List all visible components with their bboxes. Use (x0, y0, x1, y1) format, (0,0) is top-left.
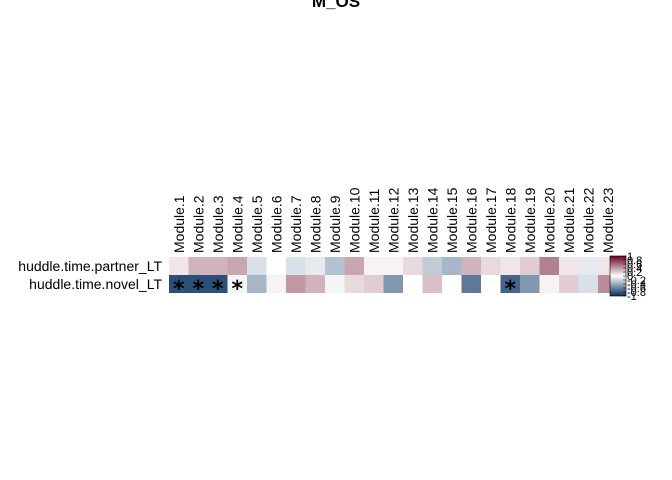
heatmap-cell (266, 275, 286, 293)
row-label: huddle.time.novel_LT (29, 276, 162, 292)
heatmap-cell (364, 275, 384, 293)
heatmap-cell (559, 257, 579, 275)
heatmap-cell (383, 257, 403, 275)
heatmap-cell (520, 275, 540, 293)
heatmap-cell (188, 275, 208, 293)
heatmap-cell (403, 275, 423, 293)
significance-star: * (504, 277, 516, 302)
legend-tick-label: 0.6 (627, 259, 642, 271)
column-label: Module.17 (483, 187, 499, 253)
heatmap-cell (520, 257, 540, 275)
column-label: Module.22 (580, 187, 596, 253)
heatmap-cells (169, 257, 618, 293)
heatmap-cell (325, 257, 345, 275)
column-label: Module.8 (307, 195, 323, 253)
chart-title: M_OS (312, 0, 360, 11)
heatmap-cell (247, 275, 267, 293)
column-label: Module.5 (249, 195, 265, 253)
significance-star: * (173, 277, 185, 302)
heatmap-cell (208, 257, 228, 275)
legend-tick-label: 0.8 (627, 255, 642, 267)
column-label: Module.9 (327, 195, 343, 253)
column-label: Module.15 (444, 187, 460, 253)
heatmap-cell (227, 257, 247, 275)
heatmap-cell (227, 275, 247, 293)
column-labels: Module.1 Module.2 Module.3 Module.4 Module.5… (171, 187, 616, 253)
heatmap-cell (481, 275, 501, 293)
column-label: Module.13 (405, 187, 421, 253)
column-label: Module.19 (522, 187, 538, 253)
significance-star: * (231, 277, 243, 302)
heatmap-cell (208, 275, 228, 293)
heatmap-cell (481, 257, 501, 275)
legend-tick-label: -0.4 (627, 279, 646, 291)
column-label: Module.10 (346, 187, 362, 253)
color-legend: 10.80.60.40.20-0.2-0.4-0.6-0.8-1 (609, 251, 646, 303)
heatmap-cell (305, 275, 325, 293)
column-label: Module.4 (229, 195, 245, 253)
column-label: Module.1 (171, 195, 187, 253)
heatmap-cell (383, 275, 403, 293)
legend-tick-label: -0.6 (627, 283, 646, 295)
heatmap-cell (325, 275, 345, 293)
column-label: Module.7 (288, 195, 304, 253)
column-label: Module.2 (190, 195, 206, 253)
column-label: Module.3 (210, 195, 226, 253)
heatmap-cell (422, 257, 442, 275)
column-label: Module.12 (385, 187, 401, 253)
legend-tick-label: 0.4 (627, 263, 642, 275)
heatmap-cell (422, 275, 442, 293)
heatmap-cell (305, 257, 325, 275)
legend-tick-label: 1 (627, 251, 633, 263)
heatmap-cell (559, 275, 579, 293)
column-label: Module.20 (541, 187, 557, 253)
heatmap-cell (364, 257, 384, 275)
significance-star: * (192, 277, 204, 302)
row-labels: huddle.time.partner_LT huddle.time.novel_… (18, 258, 162, 292)
heatmap-cell (442, 275, 462, 293)
heatmap-cell (266, 257, 286, 275)
heatmap-cell (539, 275, 559, 293)
significance-star: * (212, 277, 224, 302)
column-label: Module.6 (268, 195, 284, 253)
heatmap-cell (344, 275, 364, 293)
heatmap-cell (500, 257, 520, 275)
heatmap-cell (344, 257, 364, 275)
legend-tick-label: -0.2 (627, 275, 646, 287)
heatmap-cell (461, 257, 481, 275)
heatmap-cell (169, 257, 189, 275)
legend-tick-label: -1 (627, 291, 637, 303)
heatmap-cell (578, 275, 598, 293)
legend-tick-label: -0.8 (627, 287, 646, 299)
heatmap-cell (188, 257, 208, 275)
column-label: Module.14 (424, 187, 440, 253)
heatmap-cell (169, 275, 189, 293)
heatmap-cell (247, 257, 267, 275)
column-label: Module.18 (502, 187, 518, 253)
heatmap-cell (286, 257, 306, 275)
heatmap-cell (403, 257, 423, 275)
column-label: Module.23 (600, 187, 616, 253)
legend-tick-label: 0.2 (627, 267, 642, 279)
heatmap-cell (442, 257, 462, 275)
heatmap-cell (461, 275, 481, 293)
heatmap-cell (286, 275, 306, 293)
column-label: Module.11 (366, 188, 382, 253)
legend-tick-label: 0 (627, 271, 633, 283)
column-label: Module.21 (561, 187, 577, 253)
heatmap-cell (500, 275, 520, 293)
column-label: Module.16 (463, 187, 479, 253)
row-label: huddle.time.partner_LT (18, 258, 162, 274)
heatmap-cell (578, 257, 598, 275)
heatmap-cell (539, 257, 559, 275)
significance-markers: * * * * * (173, 277, 517, 302)
